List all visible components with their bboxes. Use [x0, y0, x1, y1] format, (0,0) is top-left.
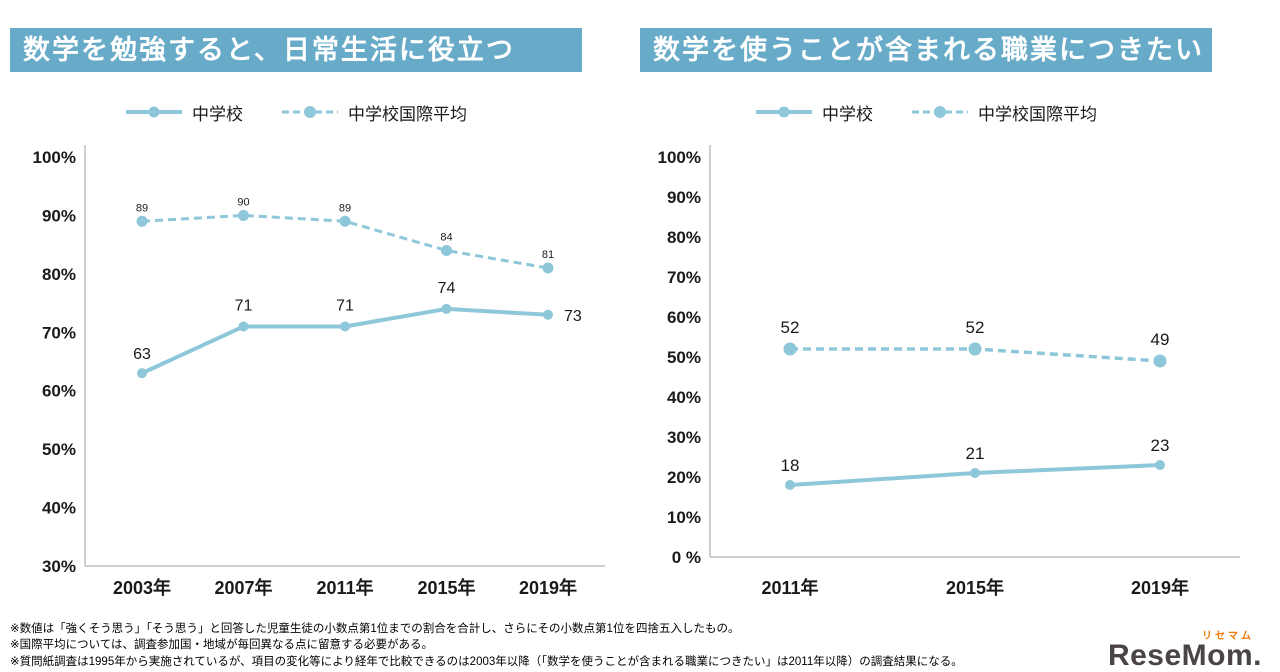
y-tick-label: 50%	[667, 348, 701, 367]
legend-label-intl-average: 中学校国際平均	[978, 104, 1097, 124]
legend-label-school: 中学校	[192, 104, 243, 124]
legend-item-school: 中学校	[125, 100, 243, 125]
chart-panel-math-job: 数学を使うことが含まれる職業につきたい 中学校 中学校国際平均 100% 90% 8…	[640, 28, 1252, 606]
data-point-label: 52	[966, 318, 985, 337]
line-chart-math-job: 100% 90% 80% 70% 60% 50% 40% 30% 20% 10% 0 % 2011年 2…	[658, 145, 1240, 598]
data-point-marker	[1155, 460, 1165, 470]
data-point-label: 74	[438, 280, 456, 297]
footnotes: ※数値は「強くそう思う」「そう思う」と回答した児童生徒の小数点第1位までの割合を…	[10, 621, 1160, 670]
data-point-label: 89	[136, 202, 148, 214]
legend-sample-marker	[934, 106, 946, 118]
data-point-marker	[238, 209, 249, 221]
resemom-logo: リセマム ReseMom.	[1107, 631, 1262, 672]
series-line	[141, 213, 549, 270]
legend-line-dashed-icon	[282, 106, 338, 118]
data-point-marker	[970, 468, 980, 478]
data-point-marker	[136, 215, 148, 227]
legend-item-intl-average: 中学校国際平均	[911, 100, 1097, 125]
chart-panel-daily-life: 数学を勉強すると、日常生活に役立つ 中学校 中学校国際平均 100% 90% 80%…	[10, 28, 622, 606]
data-point-label: 21	[966, 444, 985, 463]
y-tick-label: 80%	[667, 228, 701, 247]
legend-line-solid-icon	[126, 106, 182, 118]
line-chart-daily-life: 100% 90% 80% 70% 60% 50% 40% 30% 2003年 2007年 2011年…	[33, 145, 605, 598]
legend-label-school: 中学校	[822, 104, 873, 124]
data-point-marker	[783, 342, 797, 356]
y-tick-label: 80%	[42, 265, 76, 284]
data-point-label: 18	[781, 456, 800, 475]
y-tick-label: 70%	[667, 268, 701, 287]
y-tick-label: 50%	[42, 440, 76, 459]
data-point-label: 23	[1151, 436, 1170, 455]
data-point-label: 84	[440, 231, 452, 243]
x-tick-label: 2015年	[417, 577, 475, 598]
x-tick-label: 2019年	[519, 577, 577, 598]
y-tick-label: 100%	[658, 148, 701, 167]
y-tick-label: 40%	[42, 499, 76, 518]
legend-item-school: 中学校	[755, 100, 873, 125]
footnote-line-1: ※数値は「強くそう思う」「そう思う」と回答した児童生徒の小数点第1位までの割合を…	[10, 623, 740, 635]
y-tick-label: 90%	[667, 188, 701, 207]
data-point-marker	[785, 480, 795, 490]
legend-sample-marker	[778, 106, 790, 118]
logo-ruby-text: リセマム	[1202, 631, 1254, 642]
series-line	[141, 306, 549, 376]
data-point-marker	[137, 368, 147, 379]
data-point-marker	[441, 303, 452, 314]
y-tick-label: 70%	[42, 323, 76, 342]
data-point-label: 52	[781, 318, 800, 337]
legend-line-solid-icon	[756, 106, 812, 118]
y-tick-label: 100%	[33, 148, 76, 167]
data-point-marker	[441, 244, 452, 256]
data-point-label: 63	[133, 346, 151, 363]
data-point-marker	[1153, 354, 1167, 368]
x-tick-label: 2019年	[1131, 577, 1189, 598]
y-tick-label: 0 %	[672, 548, 701, 567]
x-tick-label: 2011年	[761, 577, 818, 598]
legend-item-intl-average: 中学校国際平均	[281, 100, 467, 125]
x-tick-label: 2011年	[316, 577, 373, 598]
data-point-label: 89	[339, 202, 351, 214]
y-tick-label: 40%	[667, 388, 701, 407]
data-point-label: 73	[564, 308, 582, 325]
data-point-label: 71	[336, 297, 354, 314]
y-tick-label: 20%	[667, 468, 701, 487]
y-tick-label: 60%	[667, 308, 701, 327]
y-tick-label: 60%	[42, 382, 76, 401]
y-tick-label: 30%	[42, 557, 76, 576]
legend-line-dashed-icon	[912, 106, 968, 118]
logo-text: ReseMom.	[1107, 639, 1262, 672]
legend-daily-life: 中学校 中学校国際平均	[10, 98, 582, 126]
data-point-marker	[340, 321, 350, 332]
footnote-line-2: ※国際平均については、調査参加国・地域が毎回異なる点に留意する必要がある。	[10, 639, 434, 652]
data-point-marker	[339, 215, 351, 227]
chart-title-daily-life: 数学を勉強すると、日常生活に役立つ	[10, 28, 582, 72]
data-point-label: 49	[1151, 330, 1170, 349]
data-point-label: 90	[237, 196, 249, 208]
chart-title-math-job: 数学を使うことが含まれる職業につきたい	[640, 28, 1212, 72]
legend-label-intl-average: 中学校国際平均	[348, 104, 467, 124]
y-tick-label: 30%	[667, 428, 701, 447]
data-point-marker	[543, 309, 553, 320]
data-point-label: 81	[542, 249, 554, 261]
legend-math-job: 中学校 中学校国際平均	[640, 98, 1212, 126]
x-tick-label: 2003年	[113, 577, 171, 598]
footnote-line-3: ※質問紙調査は1995年から実施されているが、項目の変化等により経年で比較できる…	[10, 655, 963, 668]
legend-sample-marker	[148, 106, 160, 118]
data-point-marker	[542, 262, 554, 274]
data-point-label: 71	[235, 297, 253, 314]
x-tick-label: 2015年	[946, 577, 1004, 598]
legend-sample-marker	[304, 106, 316, 118]
y-tick-label: 10%	[667, 508, 701, 527]
x-tick-label: 2007年	[214, 577, 272, 598]
y-tick-label: 90%	[42, 206, 76, 225]
data-point-marker	[968, 342, 982, 356]
data-point-marker	[238, 321, 249, 332]
